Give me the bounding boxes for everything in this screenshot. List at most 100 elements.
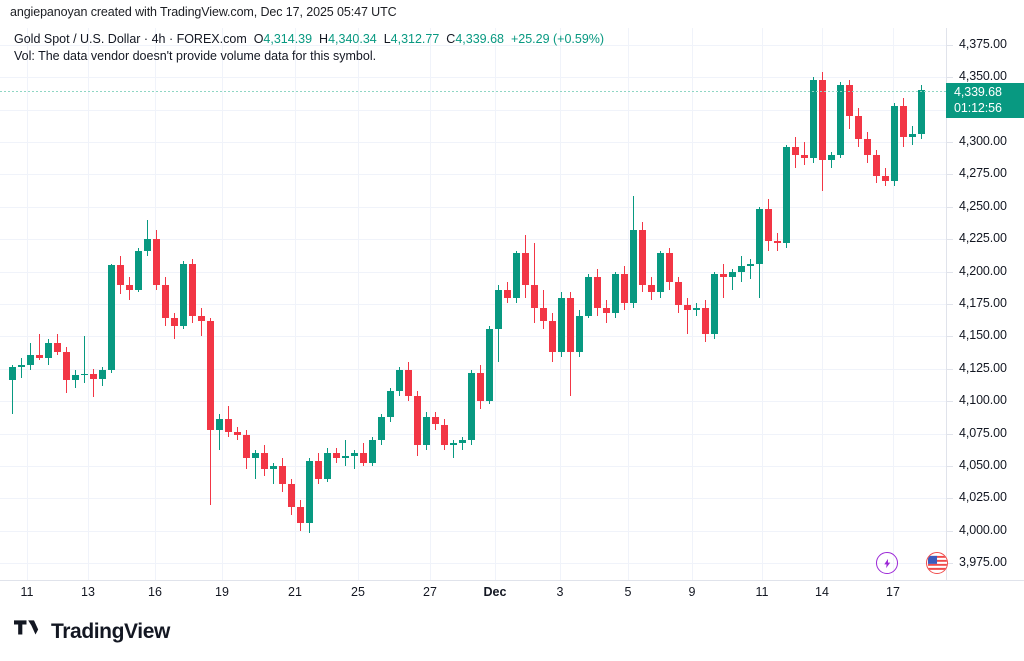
candle-body — [810, 79, 817, 158]
gridline-vertical — [822, 28, 823, 580]
candle-body — [234, 432, 241, 435]
candle-wick — [12, 364, 13, 415]
price-axis-tick-dash — [947, 498, 953, 499]
time-axis-tick: 5 — [624, 585, 632, 599]
candle-body — [81, 373, 88, 376]
gridline-horizontal — [0, 110, 946, 111]
candle-wick — [687, 297, 688, 334]
candle-body — [576, 315, 583, 352]
legend-close-key: C — [446, 32, 456, 46]
candle-body — [693, 307, 700, 311]
candle-body — [405, 370, 412, 396]
gridline-horizontal — [0, 174, 946, 175]
price-axis-tick-dash — [947, 304, 953, 305]
tradingview-footer: TradingView — [14, 620, 170, 644]
candle-body — [846, 85, 853, 117]
candle-body — [531, 284, 538, 308]
lightning-bolt-icon[interactable] — [876, 552, 898, 574]
legend-sep-1: · — [140, 32, 152, 46]
candle-body — [396, 370, 403, 391]
candle-body — [135, 250, 142, 290]
candle-body — [630, 230, 637, 303]
candle-body — [522, 253, 529, 285]
gridline-horizontal — [0, 142, 946, 143]
price-axis-tick: 4,050.00 — [959, 457, 1007, 472]
gridline-vertical — [358, 28, 359, 580]
candle-body — [918, 90, 925, 135]
price-axis-tick: 4,200.00 — [959, 263, 1007, 278]
candle-body — [882, 175, 889, 181]
price-axis-tick-dash — [947, 45, 953, 46]
price-axis[interactable]: 4,375.004,350.004,325.004,300.004,275.00… — [947, 28, 1024, 580]
volume-note: Vol: The data vendor doesn't provide vol… — [14, 49, 377, 63]
candle-body — [720, 274, 727, 277]
candle-body — [900, 105, 907, 137]
current-price-badge[interactable]: 4,339.68 01:12:56 — [946, 82, 1024, 118]
candle-body — [171, 318, 178, 327]
candlestick-plot[interactable] — [0, 28, 946, 580]
candle-body — [495, 289, 502, 329]
legend-sep-2: · — [165, 32, 177, 46]
chart-legend: Gold Spot / U.S. Dollar · 4h · FOREX.com… — [14, 31, 604, 48]
candle-body — [873, 154, 880, 176]
legend-change-value: +25.29 (+0.59%) — [510, 32, 605, 46]
time-axis-tick: 9 — [688, 585, 696, 599]
candle-body — [666, 253, 673, 282]
candle-body — [333, 453, 340, 459]
time-axis[interactable]: 11 13 16 19 21 25 27 Dec 3 5 9 11 14 17 — [0, 581, 946, 607]
candle-wick — [21, 358, 22, 378]
candle-body — [549, 320, 556, 352]
candle-wick — [147, 219, 148, 257]
gridline-vertical — [88, 28, 89, 580]
price-axis-tick: 4,125.00 — [959, 360, 1007, 375]
time-axis-tick: 3 — [556, 585, 564, 599]
candle-body — [54, 342, 61, 352]
gridline-horizontal — [0, 336, 946, 337]
candle-wick — [201, 307, 202, 337]
legend-interval[interactable]: 4h — [151, 32, 166, 46]
price-axis-tick-dash — [947, 369, 953, 370]
bar-countdown: 01:12:56 — [954, 100, 1002, 115]
gridline-vertical — [27, 28, 28, 580]
candle-body — [765, 209, 772, 241]
gridline-vertical — [692, 28, 693, 580]
candle-body — [189, 263, 196, 316]
price-axis-divider — [946, 28, 947, 580]
candle-body — [180, 263, 187, 327]
candle-body — [342, 455, 349, 459]
candle-body — [432, 416, 439, 425]
chart-plot-area[interactable] — [0, 28, 946, 580]
legend-high-value: 4,340.34 — [328, 32, 377, 46]
gridline-horizontal — [0, 45, 946, 46]
gridline-horizontal — [0, 239, 946, 240]
price-axis-tick-dash — [947, 239, 953, 240]
candle-body — [351, 453, 358, 456]
price-axis-tick: 4,350.00 — [959, 69, 1007, 84]
gridline-vertical — [762, 28, 763, 580]
candle-wick — [462, 437, 463, 451]
candle-body — [756, 209, 763, 264]
price-axis-tick-dash — [947, 77, 953, 78]
candle-body — [684, 305, 691, 311]
price-axis-tick-dash — [947, 466, 953, 467]
candle-body — [126, 284, 133, 290]
legend-low-value: 4,312.77 — [390, 32, 440, 46]
candle-body — [99, 370, 106, 380]
candle-wick — [255, 450, 256, 479]
candle-body — [45, 342, 52, 359]
candle-body — [468, 372, 475, 441]
candle-wick — [750, 258, 751, 280]
candle-wick — [345, 440, 346, 466]
us-flag-icon[interactable] — [926, 552, 948, 574]
candle-body — [747, 263, 754, 267]
legend-exchange: FOREX.com — [176, 32, 247, 46]
legend-symbol[interactable]: Gold Spot / U.S. Dollar — [14, 32, 141, 46]
gridline-vertical — [222, 28, 223, 580]
price-axis-tick: 4,100.00 — [959, 393, 1007, 408]
gridline-vertical — [155, 28, 156, 580]
gridline-horizontal — [0, 304, 946, 305]
gridline-horizontal — [0, 77, 946, 78]
candle-body — [567, 297, 574, 352]
candle-body — [729, 271, 736, 277]
candle-body — [297, 507, 304, 523]
